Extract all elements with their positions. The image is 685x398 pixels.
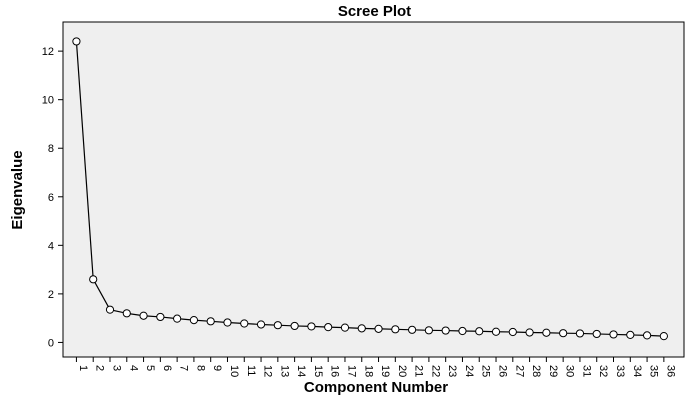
data-point xyxy=(139,311,148,320)
x-tick-label: 5 xyxy=(144,365,156,371)
data-point xyxy=(156,312,165,322)
x-axis-ticks: 1 2 3 4 5 6 7 8 9 10 11 12 13 14 15 16 17 18 19 20 21 22 23 24 2… xyxy=(75,357,676,377)
x-axis-title: Component Number xyxy=(304,379,448,396)
data-point xyxy=(626,330,635,340)
x-tick-label: 36 xyxy=(664,365,676,377)
data-point xyxy=(424,326,433,335)
x-tick-label: 13 xyxy=(278,365,290,377)
y-tick-label: 12 xyxy=(42,46,54,58)
x-tick-label: 30 xyxy=(564,365,576,377)
data-point xyxy=(441,326,450,335)
data-point xyxy=(72,37,81,46)
x-tick-label: 10 xyxy=(228,365,240,377)
data-point xyxy=(475,327,484,336)
data-point xyxy=(408,325,417,334)
data-point xyxy=(273,321,282,330)
data-point xyxy=(659,332,668,341)
y-tick-label: 0 xyxy=(48,337,54,349)
data-point xyxy=(256,320,266,329)
x-tick-label: 22 xyxy=(429,365,441,377)
x-tick-label: 31 xyxy=(580,365,592,377)
data-point xyxy=(458,326,467,336)
y-tick-label: 2 xyxy=(48,289,54,301)
x-tick-label: 12 xyxy=(262,365,274,377)
data-point xyxy=(391,325,400,334)
data-point xyxy=(223,318,232,327)
data-point xyxy=(122,309,131,318)
data-point xyxy=(189,316,199,325)
plot-area xyxy=(62,21,685,358)
x-tick-label: 15 xyxy=(312,365,324,377)
x-tick-label: 14 xyxy=(295,365,307,377)
y-tick-label: 8 xyxy=(48,143,54,155)
data-point xyxy=(575,329,585,338)
x-tick-label: 34 xyxy=(631,365,643,377)
x-tick-label: 28 xyxy=(530,365,542,377)
data-point xyxy=(324,323,333,332)
x-tick-label: 18 xyxy=(362,365,374,377)
data-point xyxy=(340,323,350,332)
data-point xyxy=(592,329,601,339)
x-tick-label: 8 xyxy=(194,365,206,371)
data-point xyxy=(206,317,215,326)
x-tick-label: 23 xyxy=(446,365,458,377)
data-point xyxy=(374,324,383,333)
data-point xyxy=(357,324,366,333)
data-point xyxy=(559,329,568,338)
x-tick-label: 32 xyxy=(597,365,609,377)
x-tick-label: 7 xyxy=(178,365,190,371)
x-tick-label: 33 xyxy=(614,365,626,377)
y-axis-ticks: 0 2 4 6 8 10 12 xyxy=(42,46,63,349)
data-point xyxy=(240,319,249,328)
data-point xyxy=(173,314,182,323)
x-tick-label: 25 xyxy=(480,365,492,377)
x-tick-label: 24 xyxy=(463,365,475,377)
x-tick-label: 26 xyxy=(497,365,509,377)
data-point xyxy=(642,331,652,340)
y-tick-label: 10 xyxy=(42,95,54,107)
chart-title: Scree Plot xyxy=(338,3,411,20)
x-tick-label: 29 xyxy=(547,365,559,377)
x-tick-label: 35 xyxy=(648,365,660,377)
data-point xyxy=(89,275,98,284)
data-point xyxy=(290,321,299,331)
x-tick-label: 21 xyxy=(413,365,425,377)
data-point xyxy=(307,322,316,331)
x-tick-label: 27 xyxy=(513,365,525,377)
x-tick-label: 3 xyxy=(110,365,122,371)
x-tick-label: 2 xyxy=(94,365,106,371)
x-tick-label: 9 xyxy=(211,365,223,371)
x-tick-label: 17 xyxy=(345,365,357,377)
data-point xyxy=(491,327,501,336)
x-tick-label: 16 xyxy=(329,365,341,377)
data-markers xyxy=(72,37,668,341)
x-tick-label: 11 xyxy=(245,365,257,376)
data-point xyxy=(542,328,551,337)
data-point xyxy=(105,305,115,314)
y-tick-label: 6 xyxy=(48,192,54,204)
data-point xyxy=(525,328,534,337)
x-tick-label: 19 xyxy=(379,365,391,377)
x-tick-label: 20 xyxy=(396,365,408,377)
y-axis-title: Eigenvalue xyxy=(9,150,26,229)
x-tick-label: 6 xyxy=(161,365,173,371)
data-point xyxy=(609,330,618,339)
x-tick-label: 1 xyxy=(77,365,89,371)
data-point xyxy=(508,327,517,337)
y-tick-label: 4 xyxy=(48,240,54,252)
x-tick-label: 4 xyxy=(127,365,139,371)
